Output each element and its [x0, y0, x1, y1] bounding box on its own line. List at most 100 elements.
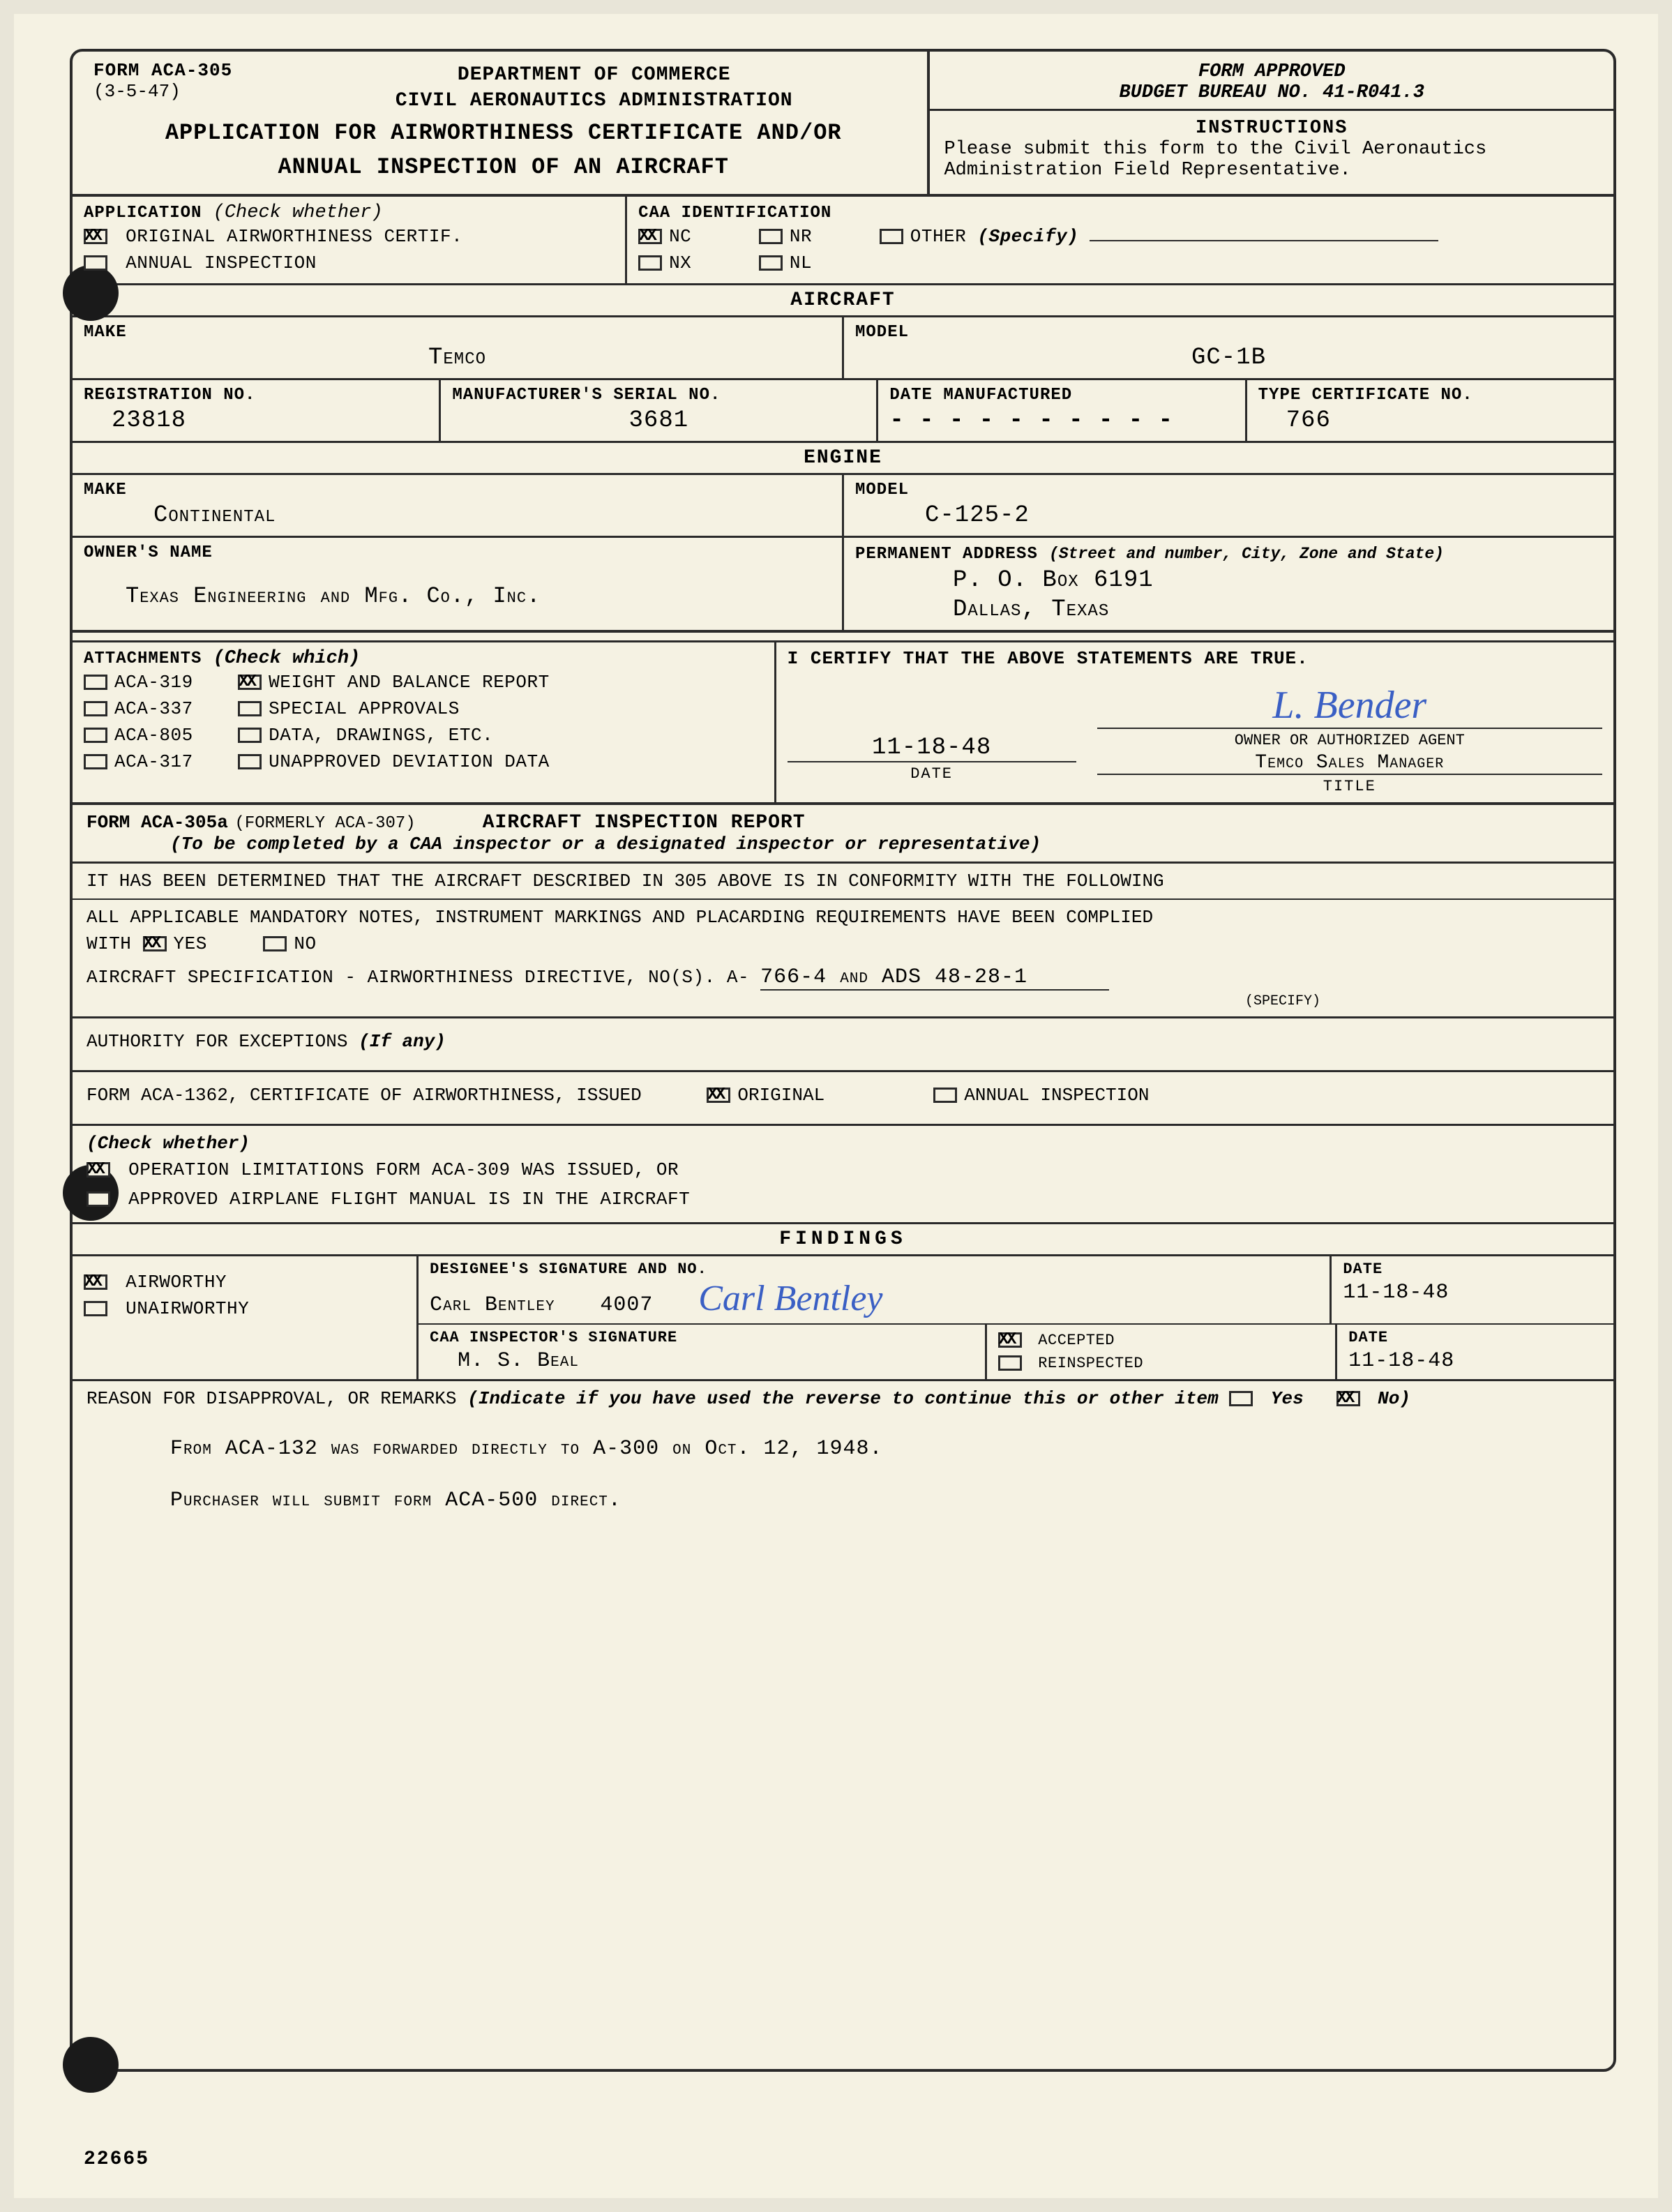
- mandatory-text: ALL APPLICABLE MANDATORY NOTES, INSTRUME…: [86, 907, 1599, 928]
- header-row: FORM ACA-305 (3-5-47) DEPARTMENT OF COMM…: [73, 52, 1613, 197]
- caa-id-label: CAA IDENTIFICATION: [638, 204, 831, 223]
- other-specify-field[interactable]: [1090, 240, 1438, 241]
- checkbox-nc[interactable]: [638, 229, 662, 244]
- checkbox-aca317[interactable]: [84, 754, 107, 769]
- designee-label: DESIGNEE'S SIGNATURE AND NO.: [430, 1261, 1318, 1278]
- form-revision-date: (3-5-47): [93, 81, 275, 102]
- findings-date2-cell: DATE 11-18-48: [1337, 1325, 1613, 1379]
- attachments-cell: ATTACHMENTS (Check which) ACA-319 WEIGHT…: [73, 642, 776, 802]
- application-cell: APPLICATION (Check whether) ORIGINAL AIR…: [73, 197, 627, 283]
- inspection-report-header: FORM ACA-305a (FORMERLY ACA-307) AIRCRAF…: [73, 805, 1613, 864]
- form-approved-label: FORM APPROVED: [1198, 61, 1346, 82]
- flight-manual-label: APPROVED AIRPLANE FLIGHT MANUAL IS IN TH…: [128, 1189, 690, 1210]
- spacer: [73, 633, 1613, 642]
- certify-title-label: TITLE: [1097, 774, 1602, 795]
- checkbox-weight-balance[interactable]: [238, 675, 262, 690]
- checkbox-aca337[interactable]: [84, 701, 107, 716]
- checkbox-remarks-no[interactable]: [1336, 1391, 1360, 1406]
- checkbox-1362-original[interactable]: [707, 1088, 730, 1103]
- owner-addr-cell: PERMANENT ADDRESS (Street and number, Ci…: [844, 538, 1613, 630]
- remarks-hint: (Indicate if you have used the reverse t…: [467, 1388, 1219, 1409]
- accepted-cell: ACCEPTED REINSPECTED: [987, 1325, 1338, 1379]
- form-title-line1: APPLICATION FOR AIRWORTHINESS CERTIFICAT…: [93, 112, 913, 146]
- punch-hole: [63, 265, 119, 321]
- attachments-certify-row: ATTACHMENTS (Check which) ACA-319 WEIGHT…: [73, 642, 1613, 805]
- designee-signature: Carl Bentley: [698, 1279, 882, 1318]
- spec-label: AIRCRAFT SPECIFICATION - AIRWORTHINESS D…: [86, 967, 749, 988]
- engine-model-label: MODEL: [855, 481, 1602, 499]
- checkbox-special[interactable]: [238, 701, 262, 716]
- owner-row: OWNER'S NAME Texas Engineering and Mfg. …: [73, 538, 1613, 633]
- remarks-line2: Purchaser will submit form ACA-500 direc…: [86, 1461, 1599, 1512]
- checkbox-nr[interactable]: [759, 229, 783, 244]
- reg-no-value: 23818: [84, 405, 428, 434]
- checkbox-aca319[interactable]: [84, 675, 107, 690]
- checkbox-op-limitations[interactable]: [86, 1162, 110, 1178]
- label-annual: ANNUAL INSPECTION: [964, 1085, 1149, 1106]
- determined-text: IT HAS BEEN DETERMINED THAT THE AIRCRAFT…: [73, 864, 1613, 900]
- designee-name: Carl Bentley: [430, 1291, 555, 1317]
- aircraft-section-header: AIRCRAFT: [73, 285, 1613, 317]
- checkbox-original-cert[interactable]: [84, 229, 107, 244]
- checkbox-nx[interactable]: [638, 255, 662, 271]
- checkbox-data[interactable]: [238, 728, 262, 743]
- label-no: NO: [294, 933, 316, 954]
- certify-date-label: DATE: [788, 761, 1076, 783]
- engine-make-label: MAKE: [84, 481, 831, 499]
- administration-name: CIVIL AERONAUTICS ADMINISTRATION: [275, 86, 913, 112]
- findings-date2-label: DATE: [1348, 1329, 1602, 1346]
- remarks-label: REASON FOR DISAPPROVAL, OR REMARKS: [86, 1388, 457, 1409]
- checkbox-nl[interactable]: [759, 255, 783, 271]
- label-nx: NX: [669, 253, 691, 273]
- reg-no-cell: REGISTRATION NO. 23818: [73, 380, 441, 441]
- aircraft-details-row: REGISTRATION NO. 23818 MANUFACTURER'S SE…: [73, 380, 1613, 443]
- checkbox-complied-yes[interactable]: [143, 936, 167, 951]
- remarks-section: REASON FOR DISAPPROVAL, OR REMARKS (Indi…: [73, 1381, 1613, 1526]
- punch-hole: [63, 2037, 119, 2093]
- checkbox-complied-no[interactable]: [263, 936, 287, 951]
- header-right: FORM APPROVED BUDGET BUREAU NO. 41-R041.…: [927, 52, 1613, 194]
- remarks-line1: From ACA-132 was forwarded directly to A…: [86, 1409, 1599, 1461]
- label-unapproved: UNAPPROVED DEVIATION DATA: [269, 751, 550, 772]
- designee-cell: DESIGNEE'S SIGNATURE AND NO. Carl Bentle…: [419, 1256, 1332, 1323]
- serial-no-value: 3681: [452, 405, 865, 434]
- header-left: FORM ACA-305 (3-5-47) DEPARTMENT OF COMM…: [73, 52, 927, 194]
- checkbox-annual-inspection[interactable]: [84, 255, 107, 271]
- unairworthy-label: UNAIRWORTHY: [126, 1298, 249, 1319]
- checkbox-airworthy[interactable]: [84, 1274, 107, 1290]
- aircraft-make-cell: MAKE Temco: [73, 317, 844, 378]
- findings-date2-value: 11-18-48: [1348, 1346, 1602, 1373]
- label-aca805: ACA-805: [114, 725, 193, 746]
- engine-model-cell: MODEL C-125-2: [844, 475, 1613, 536]
- findings-date1-label: DATE: [1343, 1261, 1602, 1278]
- inspection-sub: (To be completed by a CAA inspector or a…: [86, 834, 1599, 855]
- engine-section-header: ENGINE: [73, 443, 1613, 475]
- checkbox-reinspected[interactable]: [998, 1355, 1022, 1371]
- findings-row1: AIRWORTHY UNAIRWORTHY DESIGNEE'S SIGNATU…: [73, 1256, 1613, 1381]
- opt-original: ORIGINAL AIRWORTHINESS CERTIF.: [126, 226, 462, 247]
- checkbox-unairworthy[interactable]: [84, 1301, 107, 1316]
- checkbox-other[interactable]: [880, 229, 903, 244]
- remarks-yes: Yes: [1271, 1388, 1304, 1409]
- label-aca317: ACA-317: [114, 751, 193, 772]
- caa-id-cell: CAA IDENTIFICATION NC NR OTHER (Specify)…: [627, 197, 1613, 283]
- checkbox-aca805[interactable]: [84, 728, 107, 743]
- checkbox-remarks-yes[interactable]: [1229, 1391, 1253, 1406]
- checkbox-1362-annual[interactable]: [933, 1088, 957, 1103]
- aircraft-model-label: MODEL: [855, 323, 1602, 342]
- spec-value: 766-4 and ADS 48-28-1: [760, 963, 1109, 991]
- label-specify: (Specify): [977, 226, 1078, 247]
- date-mfg-cell: DATE MANUFACTURED - - - - - - - - - -: [878, 380, 1247, 441]
- application-row: APPLICATION (Check whether) ORIGINAL AIR…: [73, 197, 1613, 285]
- checkbox-accepted[interactable]: [998, 1332, 1022, 1348]
- engine-model-value: C-125-2: [855, 499, 1602, 529]
- form-305a-label: FORM ACA-305a: [86, 812, 228, 833]
- airworthy-label: AIRWORTHY: [126, 1272, 227, 1293]
- checkbox-unapproved[interactable]: [238, 754, 262, 769]
- checkbox-flight-manual[interactable]: [86, 1191, 110, 1207]
- airworthy-cell: AIRWORTHY UNAIRWORTHY: [73, 1256, 419, 1379]
- check-whether-label: (Check whether): [86, 1133, 1599, 1154]
- application-hint: (Check whether): [213, 202, 383, 223]
- op-lim-label: OPERATION LIMITATIONS FORM ACA-309 WAS I…: [128, 1159, 679, 1180]
- page: FORM ACA-305 (3-5-47) DEPARTMENT OF COMM…: [14, 14, 1658, 2198]
